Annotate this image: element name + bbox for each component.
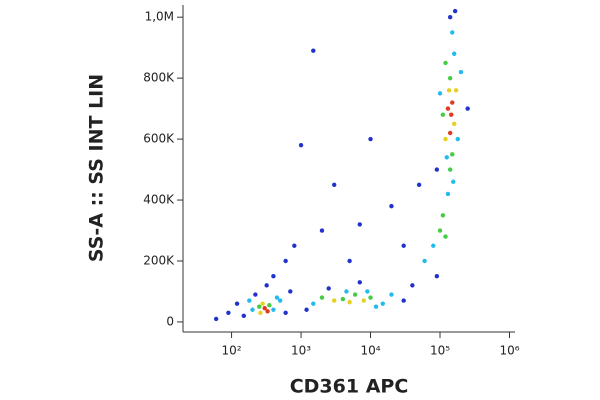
point — [253, 292, 258, 297]
point — [264, 283, 269, 288]
point — [447, 167, 453, 172]
point — [234, 301, 240, 306]
point — [332, 298, 337, 303]
point — [465, 106, 470, 111]
point — [344, 289, 349, 294]
point — [347, 299, 352, 305]
point — [401, 243, 406, 248]
point — [241, 313, 247, 319]
x-tick-label: 10⁴ — [360, 344, 380, 358]
point — [450, 152, 455, 157]
point — [447, 130, 453, 136]
point — [455, 136, 460, 142]
point — [451, 179, 456, 184]
x-tick-label: 10³ — [291, 344, 311, 358]
point — [332, 182, 337, 188]
point — [311, 48, 316, 53]
point — [304, 307, 309, 312]
point — [389, 203, 394, 209]
point — [431, 243, 436, 248]
point — [250, 307, 255, 312]
point — [365, 289, 370, 294]
y-axis-title: SS-A :: SS INT LIN — [86, 74, 108, 262]
point — [389, 292, 394, 297]
point — [452, 8, 458, 14]
point — [447, 14, 453, 20]
point — [444, 155, 449, 160]
point — [319, 295, 325, 300]
y-tick-label: 0 — [166, 314, 174, 328]
x-tick-label: 10⁶ — [499, 344, 519, 358]
point — [262, 306, 267, 311]
point — [450, 30, 455, 35]
point — [416, 182, 422, 188]
point — [440, 112, 446, 117]
x-tick-label: 10⁵ — [430, 344, 450, 358]
point — [257, 304, 262, 309]
y-tick-label: 600K — [143, 132, 175, 146]
point — [258, 310, 263, 316]
y-tick-label: 800K — [143, 71, 175, 85]
point — [445, 191, 451, 197]
point — [274, 295, 280, 300]
point — [443, 234, 448, 239]
point — [380, 301, 385, 306]
point — [450, 100, 455, 105]
point — [283, 310, 288, 316]
point — [437, 91, 443, 96]
point — [283, 258, 288, 264]
y-tick-label: 400K — [143, 193, 175, 207]
point — [447, 75, 453, 81]
point — [260, 301, 265, 306]
point — [445, 106, 451, 111]
point — [368, 295, 373, 300]
point — [368, 136, 373, 142]
point — [361, 298, 366, 303]
point — [437, 228, 443, 233]
x-axis-title: CD361 APC — [290, 376, 409, 398]
point — [453, 88, 459, 93]
point — [347, 258, 352, 264]
point — [443, 136, 448, 142]
point — [271, 274, 276, 279]
point — [292, 243, 297, 248]
x-tick-label: 10² — [222, 344, 242, 358]
point — [373, 304, 379, 309]
point — [449, 112, 454, 117]
point — [271, 307, 276, 312]
point — [451, 121, 457, 127]
point — [434, 167, 440, 172]
point — [247, 298, 252, 303]
point — [340, 296, 346, 302]
point — [357, 280, 362, 285]
point — [357, 222, 362, 227]
point — [319, 228, 325, 233]
point — [401, 298, 406, 303]
point — [451, 51, 457, 56]
point — [298, 142, 304, 148]
point — [226, 310, 231, 316]
point — [277, 298, 283, 303]
point — [443, 60, 448, 66]
point — [288, 289, 293, 294]
point — [458, 69, 464, 75]
point — [440, 213, 446, 218]
point — [410, 283, 415, 288]
point — [326, 286, 331, 291]
point — [352, 292, 358, 297]
y-tick-label: 1,0M — [145, 10, 174, 24]
point — [213, 316, 219, 322]
point — [311, 301, 316, 306]
y-tick-label: 200K — [143, 253, 175, 267]
point — [434, 274, 440, 279]
point — [267, 302, 272, 308]
point — [446, 88, 452, 93]
point — [422, 258, 427, 264]
point — [265, 309, 270, 314]
